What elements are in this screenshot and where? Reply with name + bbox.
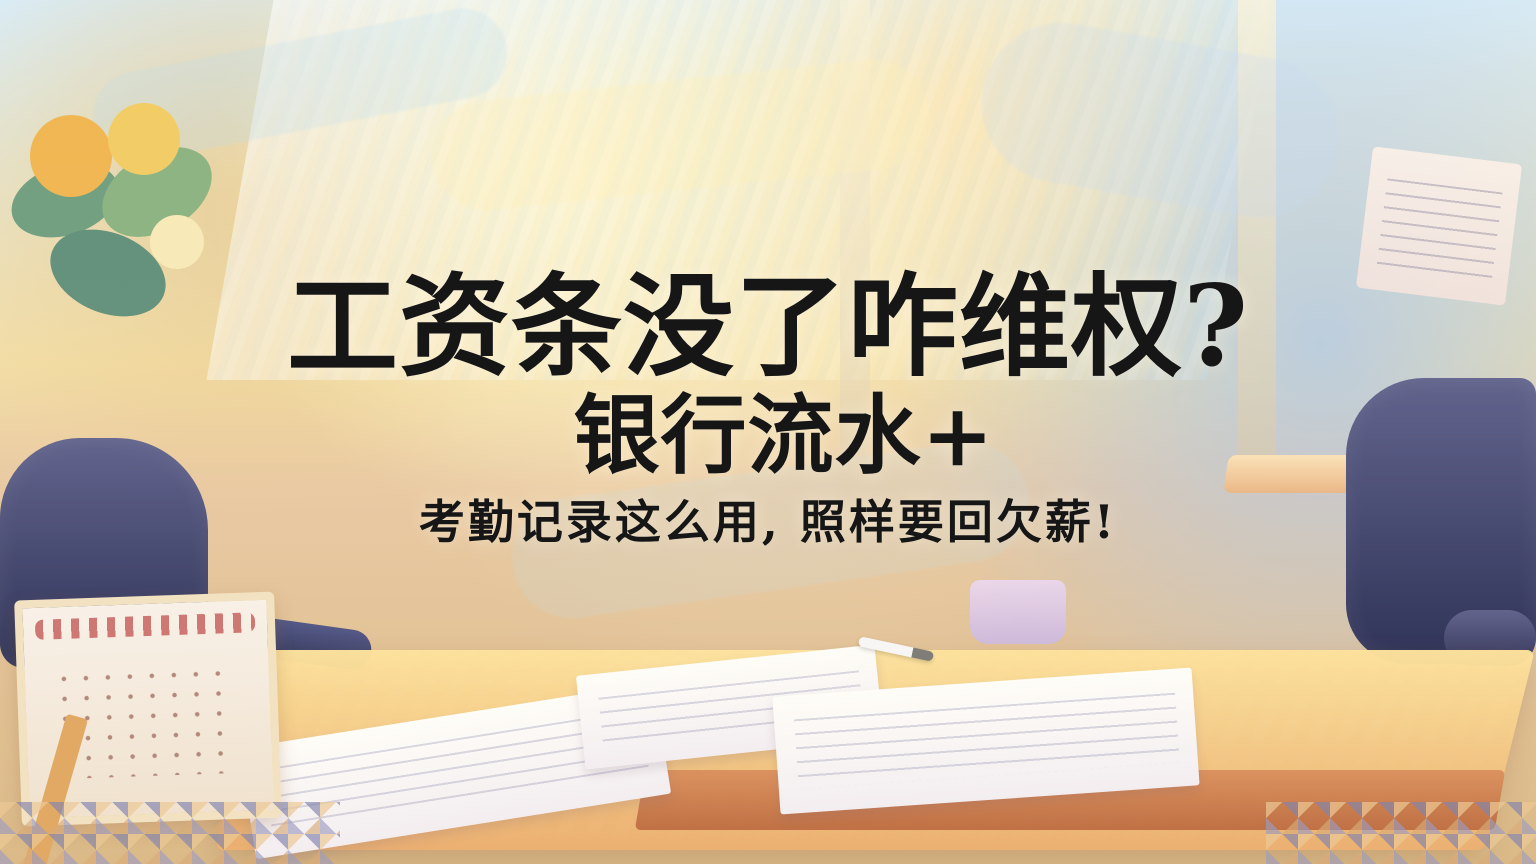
- headline-line-1: 工资条没了咋维权?: [0, 270, 1536, 384]
- headline-block: 工资条没了咋维权? 银行流水+ 考勤记录这么用, 照样要回欠薪!: [0, 270, 1536, 546]
- headline-line-3: 考勤记录这么用, 照样要回欠薪!: [0, 498, 1536, 546]
- plant-flower-3: [150, 215, 204, 269]
- pattern-band-right: [1266, 802, 1536, 864]
- mug-icon: [970, 580, 1066, 644]
- pattern-band-left: [0, 802, 340, 864]
- headline-line-2: 银行流水+: [16, 392, 1536, 480]
- plant-flower-1: [30, 115, 112, 197]
- calendar-rings: [35, 612, 256, 640]
- plant-flower-2: [108, 103, 180, 175]
- calendar-icon: [14, 592, 282, 827]
